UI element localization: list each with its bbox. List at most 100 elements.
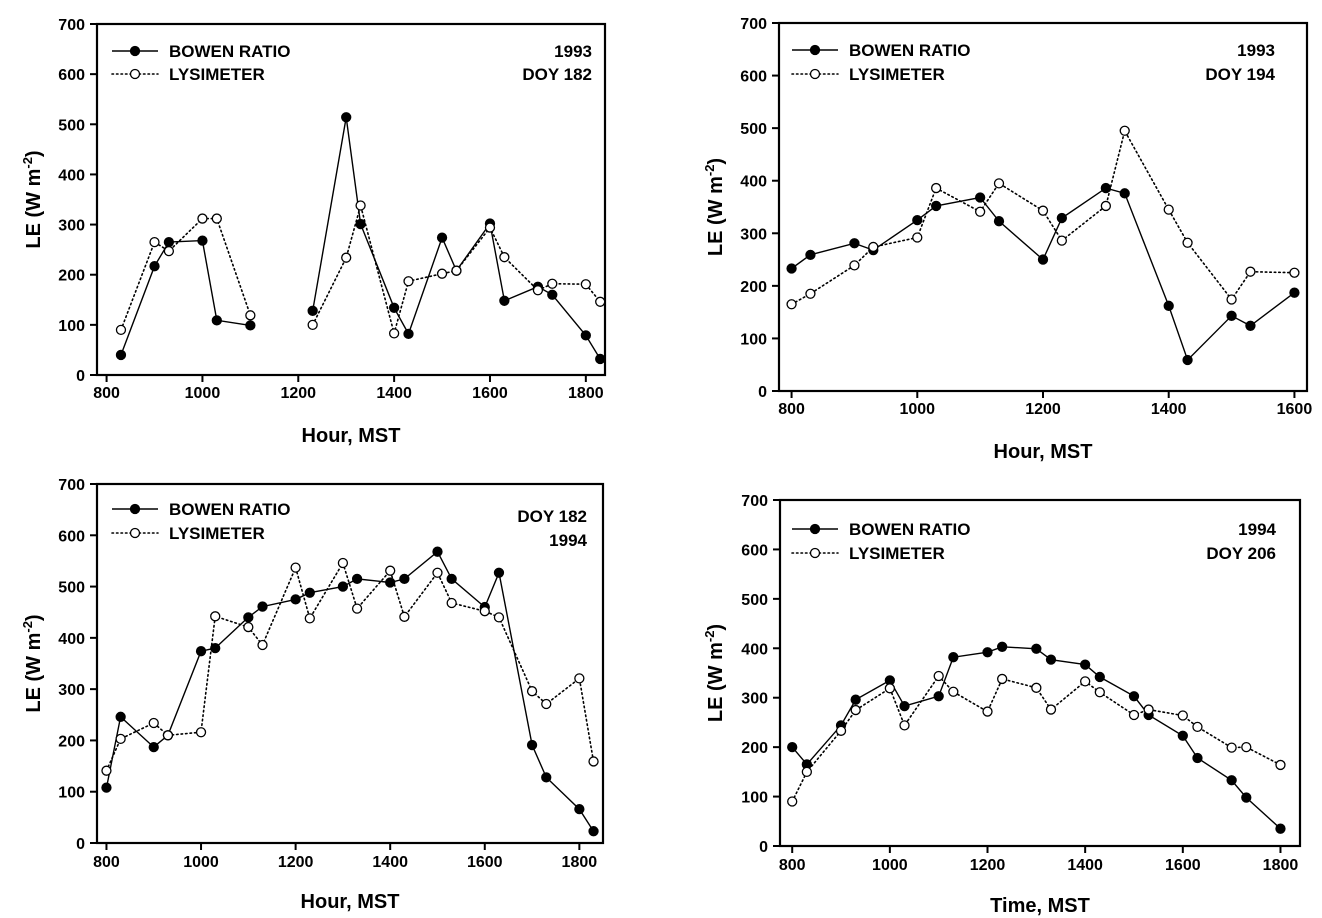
y-tick-label: 300	[741, 691, 768, 708]
lysimeter-point	[1143, 704, 1154, 715]
bowen-ratio-point	[337, 581, 349, 592]
lysimeter-point	[211, 213, 222, 224]
bowen-ratio-point	[786, 263, 797, 274]
bowen-ratio-point	[849, 238, 860, 249]
annotation-line-2: DOY 206	[1206, 544, 1276, 563]
bowen-ratio-point	[197, 235, 208, 246]
lysimeter-point	[849, 260, 860, 271]
x-tick-label: 1000	[899, 401, 935, 418]
lysimeter-point	[436, 268, 448, 279]
bowen-ratio-point	[307, 305, 318, 316]
y-tick-label: 0	[759, 839, 768, 856]
bowen-ratio-point	[1037, 254, 1049, 265]
y-tick-label: 100	[58, 785, 85, 802]
plot-frame	[95, 482, 605, 845]
x-tick-label: 1400	[1067, 857, 1103, 874]
bowen-ratio-point	[399, 573, 410, 585]
x-tick-label: 1600	[1277, 401, 1313, 418]
lysimeter-point	[351, 603, 363, 614]
x-tick-label: 1600	[467, 854, 503, 871]
bowen-ratio-point	[163, 236, 175, 248]
lysimeter-point	[245, 310, 256, 321]
lysimeter-point	[1177, 710, 1188, 721]
annotation-line-1: 1993	[1237, 41, 1275, 60]
y-tick-label: 200	[741, 740, 768, 757]
y-axis-title-sup: -2	[702, 631, 717, 643]
lysimeter-point	[547, 278, 558, 289]
y-tick-label: 300	[58, 682, 85, 699]
lysimeter-point	[787, 796, 798, 807]
lysimeter-point	[884, 683, 896, 694]
lysimeter-point	[163, 245, 175, 257]
bowen-ratio-point	[982, 647, 993, 658]
x-tick-label: 1000	[185, 385, 221, 402]
lysimeter-point	[355, 200, 366, 211]
series-line	[791, 646, 1281, 830]
lysimeter-point	[1045, 704, 1057, 715]
legend: BOWEN RATIO LYSIMETER	[111, 42, 291, 84]
bowen-ratio-point	[974, 192, 986, 203]
x-axis-title: Hour, MST	[301, 891, 400, 913]
lysimeter-point	[850, 704, 861, 716]
y-tick-label: 500	[58, 117, 85, 134]
legend-label: BOWEN RATIO	[849, 41, 971, 60]
legend-marker-bowen-ratio	[129, 45, 141, 57]
bowen-ratio-point	[1241, 792, 1252, 803]
bowen-ratio-point	[1119, 188, 1130, 199]
x-tick-label: 800	[779, 857, 806, 874]
y-tick-label: 500	[740, 121, 767, 138]
legend-marker-bowen-ratio	[809, 523, 821, 535]
legend-label: BOWEN RATIO	[849, 520, 971, 539]
bowen-ratio-point	[388, 302, 400, 313]
y-axis-title-end: )	[705, 624, 727, 631]
bowen-ratio-point	[243, 612, 254, 623]
bowen-ratio-point	[351, 573, 363, 585]
legend-marker-lysimeter	[129, 527, 141, 539]
legend-label: BOWEN RATIO	[169, 500, 291, 519]
y-tick-label: 500	[741, 592, 768, 609]
legend-label: LYSIMETER	[849, 65, 945, 84]
lysimeter-point	[982, 706, 993, 717]
x-tick-label: 1200	[278, 854, 314, 871]
x-tick-label: 1800	[562, 854, 598, 871]
bowen-ratio-point	[1128, 691, 1140, 702]
bowen-ratio-point	[547, 289, 558, 300]
lysimeter-point	[1241, 741, 1252, 753]
y-tick-label: 400	[741, 641, 768, 658]
lysimeter-point	[1094, 687, 1105, 698]
bowen-ratio-point	[1056, 212, 1068, 224]
legend-label: LYSIMETER	[169, 524, 265, 543]
y-axis-title-sup: -2	[20, 621, 35, 633]
plot-frame	[778, 498, 1302, 848]
y-axis-title-end: )	[23, 150, 45, 157]
lysimeter-point	[588, 756, 599, 767]
x-axis-title: Hour, MST	[302, 425, 401, 447]
bowen-ratio-point	[1094, 671, 1105, 683]
bowen-ratio-point	[526, 739, 538, 751]
bowen-ratio-point	[1226, 310, 1237, 321]
y-tick-label: 700	[741, 493, 768, 510]
bowen-ratio-point	[850, 694, 861, 705]
lysimeter-point	[801, 766, 813, 778]
lysimeter-point	[388, 328, 400, 339]
lysimeter-point	[541, 698, 552, 710]
lysimeter-point	[786, 299, 797, 310]
x-tick-label: 1400	[1151, 401, 1187, 418]
lysimeter-point	[210, 611, 221, 622]
bowen-ratio-point	[595, 353, 606, 365]
series-lysimeter	[787, 670, 1286, 807]
bowen-ratio-point	[499, 295, 510, 306]
legend-marker-bowen-ratio	[809, 44, 821, 56]
x-axis-title: Hour, MST	[994, 441, 1093, 463]
lysimeter-point	[1182, 237, 1193, 248]
y-tick-label: 200	[740, 279, 767, 296]
lysimeter-point	[1080, 676, 1091, 687]
x-tick-label: 1400	[376, 385, 412, 402]
bowen-ratio-point	[436, 232, 448, 243]
lysimeter-point	[1226, 742, 1237, 753]
x-tick-label: 800	[93, 385, 120, 402]
x-tick-label: 1200	[1025, 401, 1061, 418]
y-axis-title: LE (W m-2)	[20, 614, 45, 712]
lysimeter-point	[1226, 294, 1237, 305]
bowen-ratio-point	[115, 349, 127, 361]
